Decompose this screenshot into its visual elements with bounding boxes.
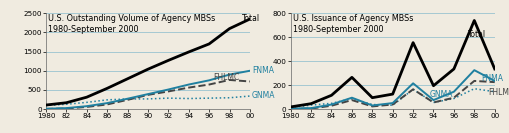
Text: Total: Total bbox=[467, 30, 486, 39]
Text: FHLMC: FHLMC bbox=[213, 73, 239, 82]
Text: U.S. Outstanding Volume of Agency MBSs
1980-September 2000: U.S. Outstanding Volume of Agency MBSs 1… bbox=[48, 14, 215, 34]
Text: FNMA: FNMA bbox=[480, 74, 502, 83]
Text: FHLMC: FHLMC bbox=[488, 88, 509, 97]
Text: U.S. Issuance of Agency MBSs
1980-September 2000: U.S. Issuance of Agency MBSs 1980-Septem… bbox=[292, 14, 412, 34]
Text: Total: Total bbox=[241, 14, 260, 23]
Text: FNMA: FNMA bbox=[251, 66, 273, 75]
Text: GNMA: GNMA bbox=[429, 90, 452, 99]
Text: GNMA: GNMA bbox=[251, 91, 275, 100]
